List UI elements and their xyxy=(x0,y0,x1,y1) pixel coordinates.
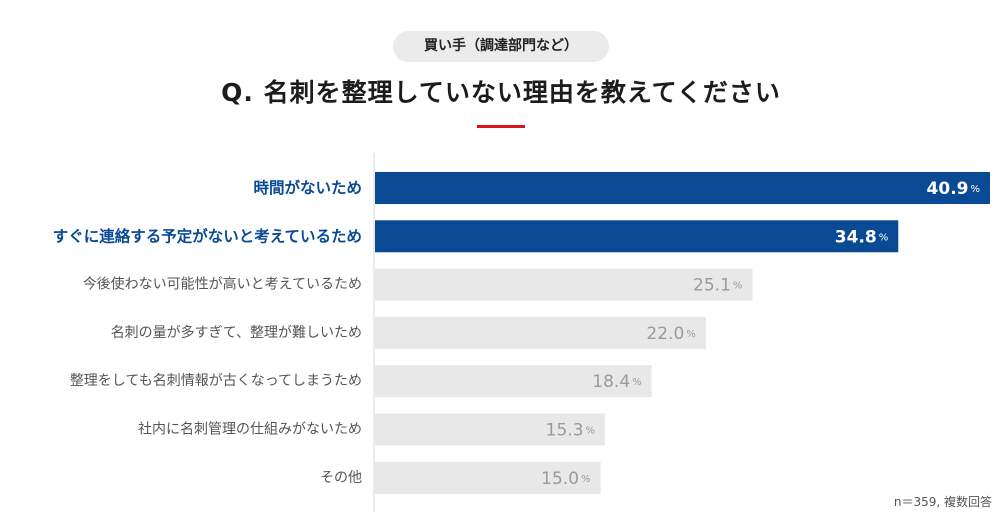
value-label-6: 15.3% xyxy=(546,421,595,441)
category-label-3: 今後使わない可能性が高いと考えているため xyxy=(83,276,362,293)
bar-6 xyxy=(375,413,606,446)
category-label-5: 整理をしても名刺情報が古くなってしまうため xyxy=(70,373,362,389)
sample-size-note: n＝359, 複数回答 xyxy=(893,495,992,509)
value-label-3: 25.1% xyxy=(693,276,742,296)
category-label-4: 名刺の量が多すぎて、整理が難しいため xyxy=(111,324,362,341)
value-label-7: 15.0% xyxy=(541,469,590,489)
category-label-1: 時間がないため xyxy=(253,178,362,197)
question-title: Q. 名刺を整理していない理由を教えてください xyxy=(221,78,781,107)
category-label-7: その他 xyxy=(320,470,362,486)
bar-3 xyxy=(375,268,753,301)
respondent-badge: 買い手（調達部門など） xyxy=(393,31,609,62)
value-label-2: 34.8% xyxy=(835,227,888,247)
bar-group: 時間がないため 40.9 % すぐに連絡する予定がないと考えているため 34.8 % 今後使… xyxy=(53,172,990,494)
bar-4 xyxy=(375,316,706,349)
title-underline xyxy=(477,125,525,128)
category-label-2: すぐに連絡する予定がないと考えているため xyxy=(53,226,362,245)
bar-7 xyxy=(375,461,601,494)
bar-2 xyxy=(375,220,899,253)
value-label-4: 22.0% xyxy=(646,324,695,344)
bar-1 xyxy=(375,172,990,204)
bar-5 xyxy=(375,365,652,398)
value-label-5: 18.4% xyxy=(592,372,641,392)
category-label-6: 社内に名刺管理の仕組みがないため xyxy=(138,422,362,438)
value-label-1: 40.9% xyxy=(927,179,980,199)
